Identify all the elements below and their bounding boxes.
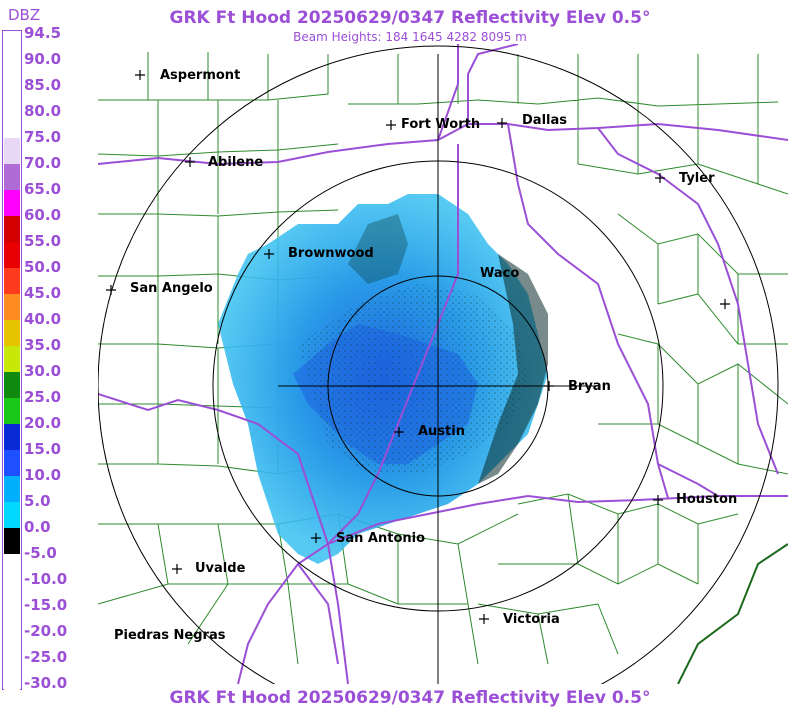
legend-label: 35.0: [24, 336, 62, 354]
city-label-tyler: Tyler: [679, 171, 715, 186]
legend-label: 90.0: [24, 50, 62, 68]
city-label-piedras-negras: Piedras Negras: [114, 628, 226, 643]
legend-label: 94.5: [24, 24, 62, 42]
legend-swatch: [4, 372, 20, 398]
legend-label: -25.0: [24, 648, 68, 666]
legend-swatch: [4, 34, 20, 60]
legend-label: 25.0: [24, 388, 62, 406]
legend-label: 0.0: [24, 518, 51, 536]
legend-label: 15.0: [24, 440, 62, 458]
legend-swatch: [4, 398, 20, 424]
city-label-brownwood: Brownwood: [288, 246, 374, 261]
legend-label: 75.0: [24, 128, 62, 146]
legend-label: 65.0: [24, 180, 62, 198]
legend-label: 85.0: [24, 76, 62, 94]
legend-swatch: [4, 632, 20, 658]
legend-label: -5.0: [24, 544, 57, 562]
legend-label: 10.0: [24, 466, 62, 484]
city-label-san-antonio: San Antonio: [336, 531, 426, 546]
city-label-uvalde: Uvalde: [195, 561, 246, 576]
legend-swatch: [4, 450, 20, 476]
city-label-waco: Waco: [480, 266, 520, 281]
legend-swatch: [4, 684, 20, 710]
legend-swatch: [4, 242, 20, 268]
city-label-bryan: Bryan: [568, 379, 611, 394]
legend-label: 40.0: [24, 310, 62, 328]
legend-swatch: [4, 268, 20, 294]
legend-swatch: [4, 86, 20, 112]
legend-swatch: [4, 60, 20, 86]
legend-swatch: [4, 476, 20, 502]
legend-label: -15.0: [24, 596, 68, 614]
legend-label: 60.0: [24, 206, 62, 224]
radar-map: [98, 44, 788, 684]
range-rings: [98, 45, 779, 684]
city-label-victoria: Victoria: [503, 612, 560, 627]
legend-swatch: [4, 294, 20, 320]
product-title-bottom: GRK Ft Hood 20250629/0347 Reflectivity E…: [169, 688, 651, 708]
highways: [98, 44, 788, 684]
legend-color-bar: [4, 34, 20, 710]
city-label-dallas: Dallas: [522, 113, 567, 128]
legend-swatch: [4, 138, 20, 164]
city-label-houston: Houston: [676, 492, 738, 507]
legend-label: 55.0: [24, 232, 62, 250]
city-label-fort-worth: Fort Worth: [401, 117, 481, 132]
city-label-abilene: Abilene: [208, 155, 264, 170]
legend-label: 20.0: [24, 414, 62, 432]
legend-swatch: [4, 554, 20, 580]
legend-swatch: [4, 580, 20, 606]
legend-swatch: [4, 112, 20, 138]
city-label-austin: Austin: [418, 424, 465, 439]
legend-swatch: [4, 320, 20, 346]
legend-label: 80.0: [24, 102, 62, 120]
product-title: GRK Ft Hood 20250629/0347 Reflectivity E…: [169, 8, 651, 28]
legend-unit: DBZ: [8, 6, 41, 24]
legend-swatch: [4, 658, 20, 684]
legend-label: 5.0: [24, 492, 51, 510]
legend-label: -30.0: [24, 674, 68, 692]
legend-swatch: [4, 424, 20, 450]
legend-swatch: [4, 528, 20, 554]
legend-label: -20.0: [24, 622, 68, 640]
city-label-san-angelo: San Angelo: [130, 281, 213, 296]
legend-label: 70.0: [24, 154, 62, 172]
legend-label: 45.0: [24, 284, 62, 302]
legend-label: 30.0: [24, 362, 62, 380]
legend-swatch: [4, 164, 20, 190]
legend-swatch: [4, 502, 20, 528]
legend-swatch: [4, 606, 20, 632]
city-label-aspermont: Aspermont: [160, 68, 241, 83]
beam-heights: Beam Heights: 184 1645 4282 8095 m: [293, 30, 527, 44]
legend-label: 50.0: [24, 258, 62, 276]
legend-swatch: [4, 190, 20, 216]
reflectivity-echoes: [218, 194, 548, 564]
city-markers: [106, 70, 730, 624]
legend-swatch: [4, 346, 20, 372]
legend-label: -10.0: [24, 570, 68, 588]
legend-swatch: [4, 216, 20, 242]
